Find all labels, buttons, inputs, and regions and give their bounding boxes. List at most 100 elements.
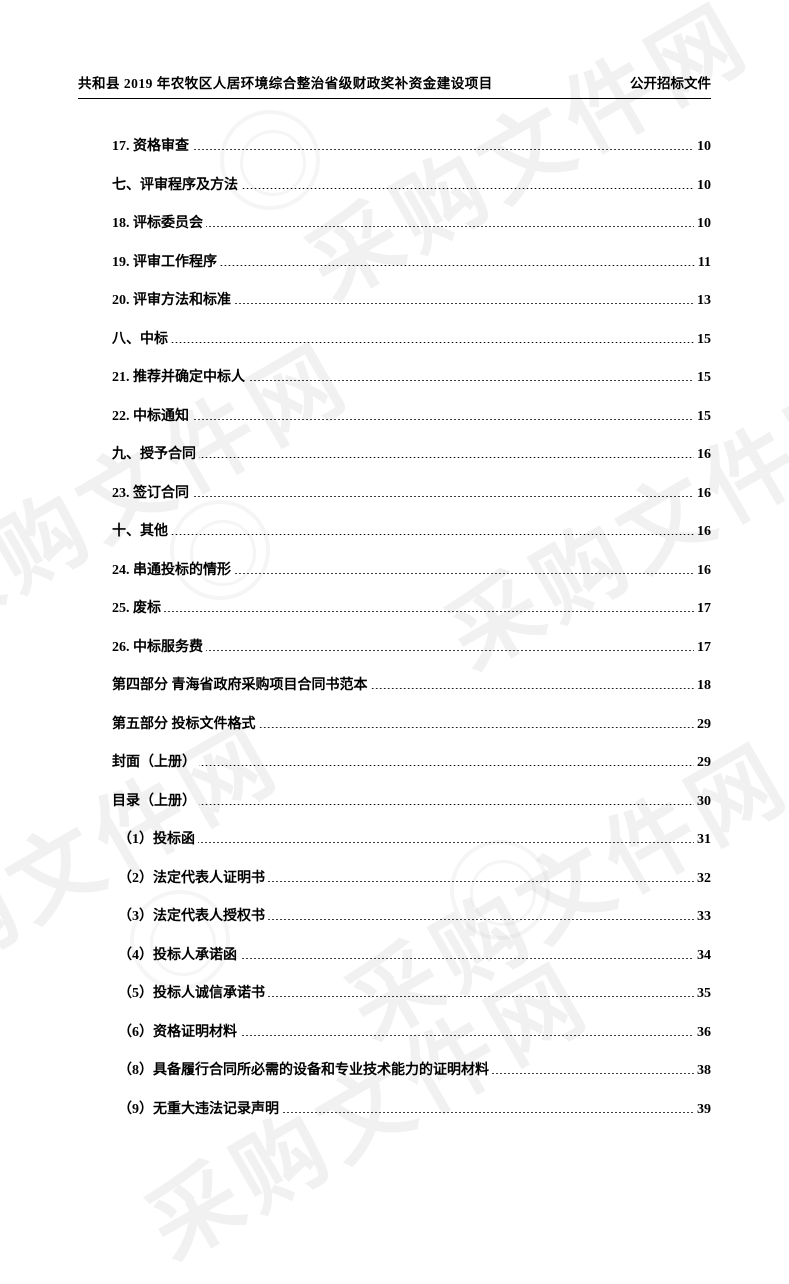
toc-page: 16 bbox=[697, 524, 711, 540]
toc-dots bbox=[192, 496, 694, 497]
toc-page: 10 bbox=[697, 178, 711, 194]
toc-dots bbox=[268, 919, 694, 920]
toc-label: 十、其他 bbox=[112, 520, 168, 540]
toc-label: 22. 中标通知 bbox=[112, 405, 189, 425]
toc-page: 30 bbox=[697, 794, 711, 810]
toc-dots bbox=[268, 881, 694, 882]
toc-label: （9）无重大违法记录声明 bbox=[118, 1098, 279, 1118]
toc-label: （6）资格证明材料 bbox=[118, 1021, 237, 1041]
toc-page: 32 bbox=[697, 871, 711, 887]
toc-label: （2）法定代表人证明书 bbox=[118, 867, 265, 887]
toc-entry: 第五部分 投标文件格式 29 bbox=[112, 713, 711, 733]
toc-entry: 封面（上册） 29 bbox=[112, 751, 711, 771]
toc-label: 26. 中标服务费 bbox=[112, 636, 203, 656]
toc-entry: （9）无重大违法记录声明39 bbox=[112, 1098, 711, 1118]
toc-page: 10 bbox=[697, 216, 711, 232]
toc-dots bbox=[268, 996, 694, 997]
toc-dots bbox=[192, 149, 694, 150]
toc-dots bbox=[234, 573, 694, 574]
toc-entry: 21. 推荐并确定中标人 15 bbox=[112, 366, 711, 386]
toc-label: 24. 串通投标的情形 bbox=[112, 559, 231, 579]
toc-entry: 17. 资格审查10 bbox=[112, 135, 711, 155]
toc-entry: 25. 废标 17 bbox=[112, 597, 711, 617]
toc-dots bbox=[234, 303, 694, 304]
page-container: 共和县 2019 年农牧区人居环境综合整治省级财政奖补资金建设项目 公开招标文件… bbox=[0, 0, 789, 1196]
toc-dots bbox=[240, 958, 694, 959]
toc-dots bbox=[371, 688, 695, 689]
toc-page: 34 bbox=[697, 948, 711, 964]
toc-dots bbox=[164, 611, 694, 612]
toc-dots bbox=[492, 1073, 694, 1074]
toc-page: 15 bbox=[697, 370, 711, 386]
toc-page: 15 bbox=[697, 409, 711, 425]
toc-label: （5）投标人诚信承诺书 bbox=[118, 982, 265, 1002]
toc-page: 33 bbox=[697, 909, 711, 925]
toc-dots bbox=[199, 804, 694, 805]
toc-page: 10 bbox=[697, 139, 711, 155]
toc-page: 16 bbox=[697, 563, 711, 579]
toc-entry: （4）投标人承诺函 34 bbox=[112, 944, 711, 964]
toc-page: 29 bbox=[697, 755, 711, 771]
toc-page: 17 bbox=[697, 601, 711, 617]
toc-label: 19. 评审工作程序 bbox=[112, 251, 217, 271]
toc-entry: 26. 中标服务费 17 bbox=[112, 636, 711, 656]
toc-entry: （8）具备履行合同所必需的设备和专业技术能力的证明材料 38 bbox=[112, 1059, 711, 1079]
toc-label: （4）投标人承诺函 bbox=[118, 944, 237, 964]
toc-entry: 七、评审程序及方法 10 bbox=[112, 174, 711, 194]
toc-label: （8）具备履行合同所必需的设备和专业技术能力的证明材料 bbox=[118, 1059, 489, 1079]
toc-label: 八、中标 bbox=[112, 328, 168, 348]
toc-page: 38 bbox=[697, 1063, 711, 1079]
toc-dots bbox=[248, 380, 694, 381]
toc-entry: （3）法定代表人授权书 33 bbox=[112, 905, 711, 925]
toc-dots bbox=[199, 765, 694, 766]
toc-page: 17 bbox=[697, 640, 711, 656]
toc-entry: 目录（上册） 30 bbox=[112, 790, 711, 810]
toc-label: （3）法定代表人授权书 bbox=[118, 905, 265, 925]
toc-dots bbox=[206, 226, 694, 227]
toc-page: 11 bbox=[698, 255, 711, 271]
toc-dots bbox=[198, 842, 694, 843]
toc-label: 第五部分 投标文件格式 bbox=[112, 713, 256, 733]
page-header: 共和县 2019 年农牧区人居环境综合整治省级财政奖补资金建设项目 公开招标文件 bbox=[78, 72, 711, 99]
toc-entry: （6）资格证明材料 36 bbox=[112, 1021, 711, 1041]
toc-entry: 九、授予合同 16 bbox=[112, 443, 711, 463]
toc-page: 36 bbox=[697, 1025, 711, 1041]
toc-page: 13 bbox=[697, 293, 711, 309]
toc-entry: 20. 评审方法和标准 13 bbox=[112, 289, 711, 309]
toc-dots bbox=[240, 1035, 694, 1036]
table-of-contents: 17. 资格审查10 七、评审程序及方法 10 18. 评标委员会10 19. 评… bbox=[78, 135, 711, 1118]
toc-entry: 十、其他 16 bbox=[112, 520, 711, 540]
toc-dots bbox=[192, 419, 694, 420]
toc-entry: （2）法定代表人证明书 32 bbox=[112, 867, 711, 887]
toc-dots bbox=[206, 650, 694, 651]
toc-dots bbox=[282, 1112, 694, 1113]
toc-label: 20. 评审方法和标准 bbox=[112, 289, 231, 309]
toc-page: 16 bbox=[697, 486, 711, 502]
toc-dots bbox=[199, 457, 694, 458]
toc-label: 七、评审程序及方法 bbox=[112, 174, 238, 194]
toc-label: 第四部分 青海省政府采购项目合同书范本 bbox=[112, 674, 368, 694]
toc-entry: 22. 中标通知 15 bbox=[112, 405, 711, 425]
toc-label: 25. 废标 bbox=[112, 597, 161, 617]
toc-entry: （1）投标函 31 bbox=[112, 828, 711, 848]
toc-label: 23. 签订合同 bbox=[112, 482, 189, 502]
toc-entry: 18. 评标委员会10 bbox=[112, 212, 711, 232]
toc-page: 16 bbox=[697, 447, 711, 463]
toc-page: 31 bbox=[697, 832, 711, 848]
toc-page: 18 bbox=[697, 678, 711, 694]
toc-label: 九、授予合同 bbox=[112, 443, 196, 463]
toc-label: （1）投标函 bbox=[118, 828, 195, 848]
toc-entry: 19. 评审工作程序 11 bbox=[112, 251, 711, 271]
header-left: 共和县 2019 年农牧区人居环境综合整治省级财政奖补资金建设项目 bbox=[78, 72, 493, 92]
toc-dots bbox=[171, 534, 694, 535]
toc-page: 35 bbox=[697, 986, 711, 1002]
toc-label: 封面（上册） bbox=[112, 751, 196, 771]
toc-entry: 第四部分 青海省政府采购项目合同书范本 18 bbox=[112, 674, 711, 694]
toc-page: 29 bbox=[697, 717, 711, 733]
header-right: 公开招标文件 bbox=[630, 72, 711, 92]
toc-page: 15 bbox=[697, 332, 711, 348]
toc-label: 21. 推荐并确定中标人 bbox=[112, 366, 245, 386]
toc-entry: 24. 串通投标的情形 16 bbox=[112, 559, 711, 579]
toc-entry: （5）投标人诚信承诺书 35 bbox=[112, 982, 711, 1002]
toc-label: 目录（上册） bbox=[112, 790, 196, 810]
